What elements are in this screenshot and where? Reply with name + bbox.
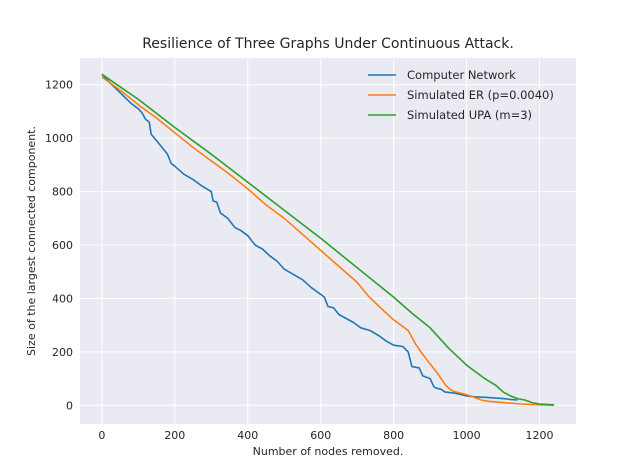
tick-labels: 0 200 400 600 800 1000 1200 0 200 400 600 800 1000 12… [45,79,554,442]
x-tick-label: 1000 [453,429,481,442]
y-tick-label: 400 [52,292,73,305]
x-tick-label: 0 [98,429,105,442]
x-tick-label: 600 [310,429,331,442]
y-tick-label: 0 [66,399,73,412]
x-axis-label: Number of nodes removed. [253,445,404,458]
legend: Computer Network Simulated ER (p=0.0040) S… [368,68,554,122]
y-tick-label: 1200 [45,79,73,92]
series-line-3 [101,73,555,406]
y-tick-label: 800 [52,186,73,199]
legend-label-3: Simulated UPA (m=3) [407,108,532,122]
chart-title: Resilience of Three Graphs Under Continu… [142,36,514,52]
y-tick-label: 200 [52,346,73,359]
legend-label-1: Computer Network [407,68,516,82]
x-tick-label: 400 [237,429,258,442]
x-tick-label: 200 [164,429,185,442]
y-axis-label: Size of the largest connected component. [25,126,38,356]
x-tick-label: 1200 [526,429,554,442]
x-tick-label: 800 [383,429,404,442]
y-tick-label: 1000 [45,132,73,145]
legend-label-2: Simulated ER (p=0.0040) [407,88,554,102]
y-tick-label: 600 [52,239,73,252]
series-line-2 [101,76,555,407]
series-layer [101,73,555,407]
series-line-1 [101,73,518,401]
